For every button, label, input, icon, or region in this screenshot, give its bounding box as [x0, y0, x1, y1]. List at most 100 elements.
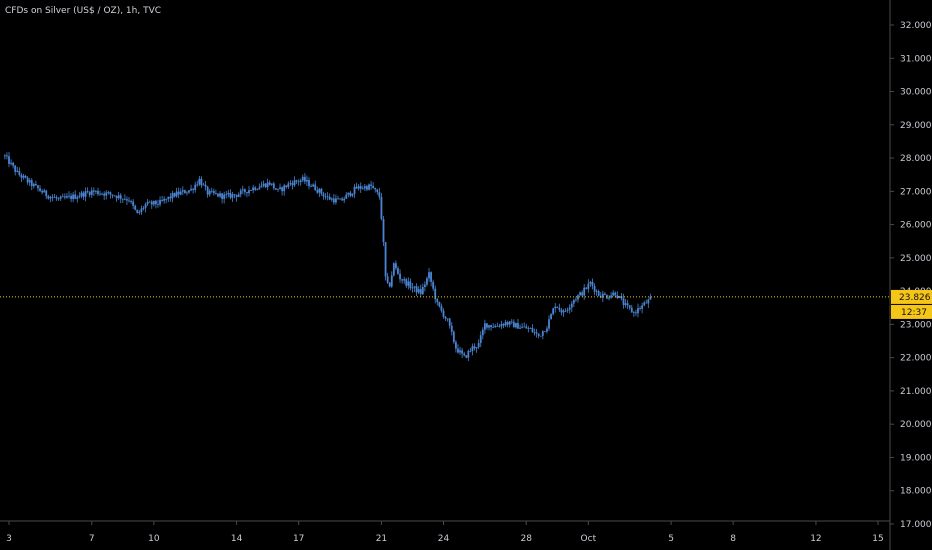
candle-body [477, 343, 480, 348]
price-tick-label: 29.000 [900, 121, 932, 131]
candle-body [37, 185, 39, 189]
candle-body [562, 310, 565, 313]
candle-body [428, 272, 430, 279]
candle-body [510, 321, 513, 323]
candle-body [351, 193, 354, 196]
candle-body [175, 191, 178, 197]
candle-body [132, 201, 135, 206]
candle-body [361, 188, 364, 190]
candle-body [316, 190, 319, 193]
candle-body [558, 307, 561, 310]
price-tick-label: 17.000 [900, 520, 932, 530]
candle-body [463, 353, 466, 356]
candle-body [535, 332, 538, 334]
candle-body [581, 292, 584, 296]
candle-body [550, 314, 552, 320]
candle-body [386, 276, 389, 283]
candle-body [483, 323, 486, 330]
candle-body [217, 193, 219, 197]
candle-body [481, 329, 484, 336]
candle-body [570, 303, 573, 308]
candle-body [378, 192, 381, 197]
candle-body [413, 286, 416, 288]
candle-body [647, 299, 650, 304]
candle-body [6, 155, 8, 157]
candle-body [355, 186, 358, 189]
candle-body [188, 190, 190, 193]
candle-body [440, 306, 443, 311]
price-tick-label: 22.000 [900, 354, 932, 364]
candle-body [146, 201, 149, 205]
candle-body [399, 273, 401, 280]
candle-body [512, 321, 515, 328]
candle-body [407, 281, 410, 286]
candle-body [597, 291, 600, 296]
candle-body [359, 186, 362, 189]
candle-series [3, 152, 652, 362]
candle-body [543, 331, 546, 333]
time-axis[interactable]: 3 7 10 14 17 21 24 28 Oct 5 8 12 15 [6, 521, 884, 544]
candle-body [227, 192, 230, 195]
candle-body [343, 198, 346, 201]
candle-body [637, 308, 639, 314]
candle-body [349, 192, 352, 196]
candle-body [34, 184, 37, 186]
candle-body [204, 184, 207, 187]
candle-body [426, 278, 428, 285]
price-tick-label: 20.000 [900, 420, 932, 430]
candle-body [614, 292, 617, 296]
last-price-badge: 23.826 12:37 [891, 289, 932, 319]
candle-body [275, 188, 277, 190]
candle-body [622, 298, 625, 305]
candle-body [115, 195, 118, 199]
time-tick-label: 12 [810, 534, 821, 544]
candle-body [436, 299, 439, 302]
candle-body [68, 195, 70, 197]
candle-body [374, 188, 377, 190]
candle-body [525, 326, 528, 329]
candle-body [155, 200, 157, 205]
candle-body [117, 195, 120, 199]
candle-body [241, 189, 244, 191]
candle-body [502, 324, 505, 326]
candle-body [82, 192, 85, 197]
candle-body [285, 185, 288, 187]
candle-body [444, 316, 447, 319]
candle-body [92, 190, 95, 192]
candle-body [326, 196, 329, 198]
candle-body [95, 190, 97, 192]
candle-body [268, 182, 271, 185]
candle-body [537, 333, 540, 336]
candle-body [126, 199, 128, 201]
candle-body [541, 331, 544, 336]
time-tick-label: 14 [231, 534, 243, 544]
candle-body [18, 170, 21, 175]
candle-body [22, 175, 25, 178]
candle-body [320, 188, 323, 194]
price-tick-label: 28.000 [900, 154, 932, 164]
candle-body [388, 282, 391, 287]
candle-body [194, 184, 197, 190]
candle-body [190, 188, 192, 191]
candle-body [554, 306, 557, 309]
candle-body [345, 194, 348, 199]
candle-body [39, 188, 41, 191]
candle-body [49, 196, 52, 199]
candle-body [43, 190, 46, 193]
candle-body [88, 192, 91, 195]
candle-body [136, 209, 139, 214]
candle-body [419, 289, 422, 295]
candle-body [589, 281, 592, 284]
candle-body [90, 190, 93, 195]
candle-body [297, 181, 300, 183]
candle-body [312, 184, 315, 187]
candle-body [66, 196, 68, 198]
candle-body [405, 279, 408, 286]
candle-body [366, 186, 368, 190]
candle-body [403, 279, 406, 281]
candle-body [167, 196, 170, 200]
candle-body [306, 179, 308, 182]
candle-body [272, 183, 275, 189]
